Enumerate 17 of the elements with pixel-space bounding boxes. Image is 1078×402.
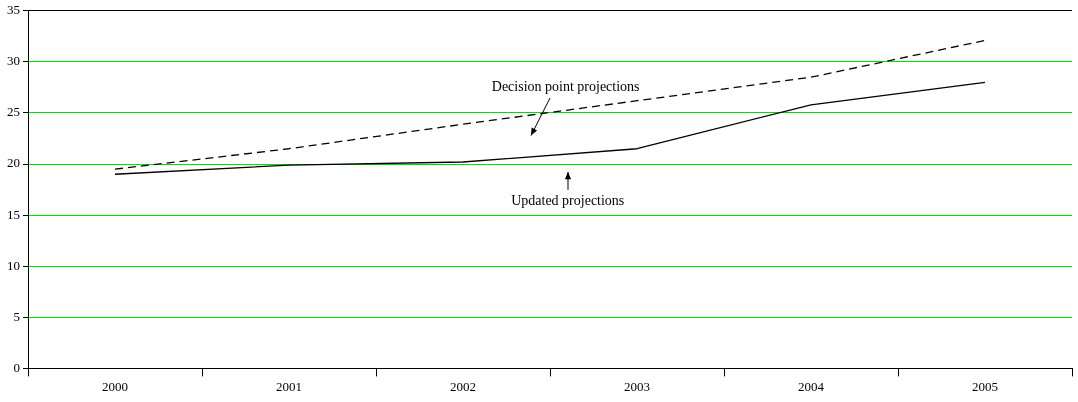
y-tick-label: 5 <box>13 308 20 324</box>
y-tick-label: 35 <box>7 2 20 18</box>
x-tick-label: 2004 <box>798 378 825 394</box>
x-tick-label: 2005 <box>972 378 998 394</box>
line-series <box>114 39 986 170</box>
y-tick-label: 25 <box>7 104 20 120</box>
y-tick-label: 15 <box>7 206 20 222</box>
x-tick-label: 2003 <box>624 378 650 394</box>
y-tick-label: 0 <box>13 359 20 375</box>
y-tick-label: 10 <box>7 257 20 273</box>
annotation: Updated projections <box>511 193 625 209</box>
annotation: Decision point projections <box>491 79 640 95</box>
x-tick-label: 2000 <box>102 378 128 394</box>
y-tick-label: 20 <box>7 155 20 171</box>
y-tick-label: 30 <box>7 53 20 69</box>
x-tick-label: 2001 <box>276 378 302 394</box>
x-tick-label: 2002 <box>450 378 476 394</box>
